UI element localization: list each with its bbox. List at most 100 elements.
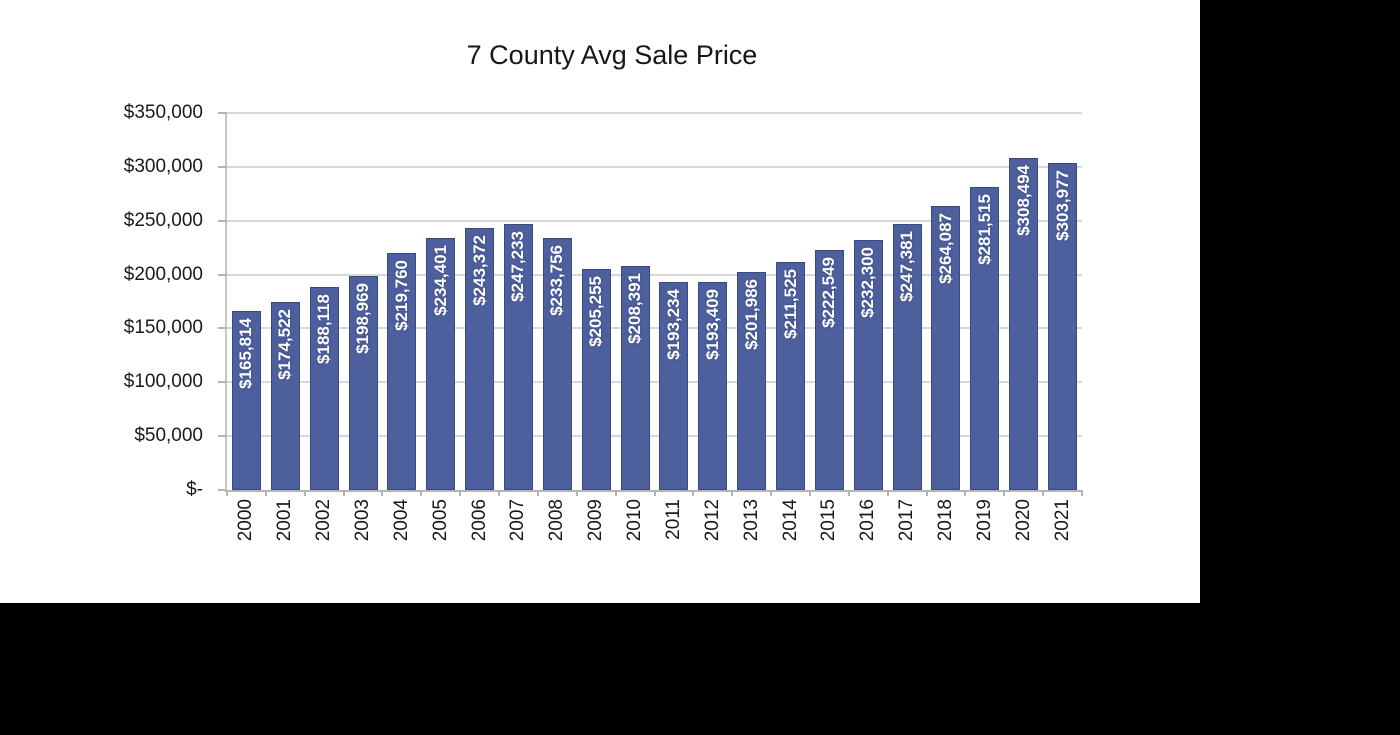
gridline-150000 — [227, 327, 1082, 330]
bar-2018: $264,087 — [931, 206, 961, 490]
x-axis-tick-7 — [498, 490, 501, 496]
y-tick-label-100000: $100,000 — [123, 371, 203, 393]
bar-value-label-2017: $247,381 — [897, 231, 917, 302]
y-tick-label-250000: $250,000 — [123, 209, 203, 231]
x-axis-tick-18 — [925, 490, 928, 496]
bar-2011: $193,234 — [659, 282, 689, 490]
bar-value-label-2008: $233,756 — [547, 245, 567, 316]
x-tick-label-2000: 2000 — [235, 499, 257, 542]
x-tick-label-2003: 2003 — [352, 499, 374, 542]
x-axis-tick-22 — [1081, 490, 1083, 496]
x-axis-tick-15 — [808, 490, 811, 496]
gridline-200000 — [227, 273, 1082, 276]
y-axis-tick-350000 — [218, 112, 227, 114]
bar-value-label-2009: $205,255 — [586, 276, 606, 347]
chart-title: 7 County Avg Sale Price — [466, 40, 758, 70]
x-axis-tick-17 — [886, 490, 889, 496]
y-axis-tick-250000 — [218, 219, 227, 222]
x-axis-tick-0 — [226, 490, 228, 496]
x-tick-label-2001: 2001 — [274, 499, 296, 542]
x-tick-label-2006: 2006 — [468, 499, 490, 542]
bar-2003: $198,969 — [348, 276, 378, 490]
bar-value-label-2020: $308,494 — [1013, 165, 1033, 236]
bar-value-label-2005: $234,401 — [430, 245, 450, 316]
x-axis-tick-8 — [536, 490, 539, 496]
bar-2012: $193,409 — [698, 282, 728, 490]
x-tick-label-2021: 2021 — [1051, 499, 1073, 542]
plot-area: $350,000 $300,000 $250,000 $200,000 $150,000… — [124, 102, 1083, 541]
gridline-250000 — [227, 219, 1082, 222]
y-tick-label-0: $- — [186, 479, 203, 500]
x-axis-tick-21 — [1042, 490, 1045, 496]
bar-2010: $208,391 — [620, 266, 650, 490]
x-tick-label-2019: 2019 — [973, 499, 995, 542]
bar-2007: $247,233 — [503, 224, 533, 490]
x-axis-tick-4 — [381, 490, 384, 496]
y-tick-label-150000: $150,000 — [123, 317, 203, 339]
x-axis-tick-2 — [303, 490, 306, 496]
bar-value-label-2003: $198,969 — [353, 283, 373, 354]
x-axis-tick-10 — [614, 490, 617, 496]
bar-2009: $205,255 — [581, 269, 611, 490]
bar-2020: $308,494 — [1009, 158, 1039, 490]
x-axis-tick-3 — [342, 490, 345, 496]
x-axis-tick-9 — [575, 490, 578, 496]
bar-value-label-2001: $174,522 — [275, 309, 295, 380]
bar-2021: $303,977 — [1048, 163, 1078, 490]
bar-2001: $174,522 — [270, 302, 300, 490]
gridline-350000 — [227, 112, 1082, 114]
bar-value-label-2000: $165,814 — [236, 318, 256, 389]
bar-value-label-2013: $201,986 — [741, 279, 761, 350]
x-axis-tick-6 — [459, 490, 462, 496]
x-axis-tick-1 — [264, 490, 267, 496]
y-tick-label-300000: $300,000 — [123, 155, 203, 177]
x-tick-label-2004: 2004 — [390, 499, 412, 542]
bar-value-label-2019: $281,515 — [974, 194, 994, 265]
bar-value-label-2016: $232,300 — [858, 247, 878, 318]
y-axis-tick-300000 — [218, 165, 227, 168]
bar-2000: $165,814 — [231, 311, 261, 490]
bar-value-label-2002: $188,118 — [314, 294, 334, 364]
bar-value-label-2012: $193,409 — [702, 289, 722, 360]
x-tick-label-2011: 2011 — [662, 499, 684, 540]
x-tick-label-2017: 2017 — [896, 499, 918, 542]
bar-value-label-2015: $222,549 — [819, 257, 839, 328]
y-tick-label-350000: $350,000 — [123, 102, 203, 123]
bar-2019: $281,515 — [970, 187, 1000, 490]
x-tick-label-2020: 2020 — [1012, 499, 1034, 542]
bar-value-label-2007: $247,233 — [508, 231, 528, 302]
x-tick-label-2018: 2018 — [934, 499, 956, 542]
gridline-100000 — [227, 381, 1082, 384]
x-axis-tick-11 — [653, 490, 656, 496]
bar-value-label-2014: $211,525 — [780, 269, 800, 339]
bar-2006: $243,372 — [465, 228, 495, 490]
x-tick-label-2013: 2013 — [740, 499, 762, 542]
x-axis-tick-20 — [1003, 490, 1006, 496]
y-axis-tick-150000 — [218, 327, 227, 330]
x-tick-label-2012: 2012 — [701, 499, 723, 542]
bar-2016: $232,300 — [853, 240, 883, 490]
bar-2008: $233,756 — [542, 238, 572, 490]
y-tick-label-50000: $50,000 — [134, 425, 203, 447]
x-tick-label-2008: 2008 — [546, 499, 568, 542]
x-tick-label-2002: 2002 — [313, 499, 335, 542]
bar-value-label-2006: $243,372 — [469, 235, 489, 306]
y-axis-tick-100000 — [218, 381, 227, 384]
bar-value-label-2021: $303,977 — [1052, 170, 1072, 241]
bar-value-label-2010: $208,391 — [625, 273, 645, 344]
x-axis-tick-16 — [847, 490, 850, 496]
x-tick-label-2007: 2007 — [507, 499, 529, 542]
bar-2004: $219,760 — [387, 253, 417, 490]
bar-2013: $201,986 — [737, 272, 767, 490]
bar-2014: $211,525 — [776, 262, 806, 490]
chart-canvas: 7 County Avg Sale Price $350,000 $300,000… — [0, 0, 1200, 603]
x-tick-label-2016: 2016 — [857, 499, 879, 542]
bar-value-label-2018: $264,087 — [935, 213, 955, 284]
x-tick-label-2009: 2009 — [585, 499, 607, 542]
bar-2017: $247,381 — [892, 224, 922, 490]
y-axis-tick-0 — [218, 489, 227, 491]
x-axis-tick-13 — [731, 490, 734, 496]
bar-value-label-2011: $193,234 — [663, 289, 683, 360]
gridline-50000 — [227, 435, 1082, 438]
